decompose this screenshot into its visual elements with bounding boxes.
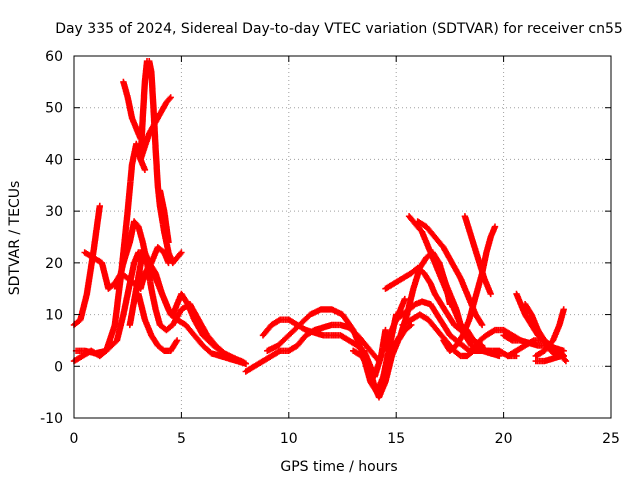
y-tick-label: 20	[45, 256, 63, 272]
data-series-track-10	[135, 290, 181, 354]
data-point-markers	[126, 249, 249, 367]
data-point-markers	[504, 337, 567, 360]
data-point-markers	[440, 223, 499, 354]
data-series-track-4	[120, 78, 144, 142]
y-tick-label: 40	[45, 152, 63, 168]
data-series-track-9	[126, 249, 249, 367]
y-axis-label: SDTVAR / TECUs	[7, 181, 23, 296]
x-tick-label: 20	[495, 431, 513, 447]
x-tick-label: 5	[177, 431, 186, 447]
x-tick-label: 25	[602, 431, 620, 447]
data-series-track-11	[156, 187, 172, 246]
data-point-markers	[414, 218, 486, 329]
chart-title: Day 335 of 2024, Sidereal Day-to-day VTE…	[55, 21, 623, 37]
data-series-track-30	[504, 337, 567, 360]
data-series-track-23	[414, 218, 486, 329]
data-series-track-6	[137, 94, 174, 163]
y-tick-label: 0	[54, 359, 63, 375]
data-point-markers	[532, 306, 567, 360]
x-tick-label: 0	[70, 431, 79, 447]
y-tick-label: 10	[45, 308, 63, 324]
data-series-track-26	[440, 223, 499, 354]
data-point-markers	[135, 290, 181, 354]
y-tick-label: 30	[45, 204, 63, 220]
plot-frame	[73, 55, 612, 419]
data-point-markers	[156, 187, 172, 246]
data-series-track-32	[532, 352, 570, 365]
data-series	[70, 58, 570, 401]
x-tick-label: 15	[387, 431, 405, 447]
y-tick-label: -10	[40, 411, 63, 427]
data-point-markers	[120, 78, 144, 142]
y-tick-label: 60	[45, 49, 63, 65]
data-point-markers	[532, 352, 570, 365]
x-tick-label: 10	[280, 431, 298, 447]
y-tick-label: 50	[45, 101, 63, 117]
data-point-markers	[137, 94, 174, 163]
data-series-track-31	[532, 306, 567, 360]
x-axis-label: GPS time / hours	[280, 459, 397, 475]
axis-ticks: 0 5 10 15 20 25 -10 0 10 20 30 40 50 60	[40, 49, 620, 447]
